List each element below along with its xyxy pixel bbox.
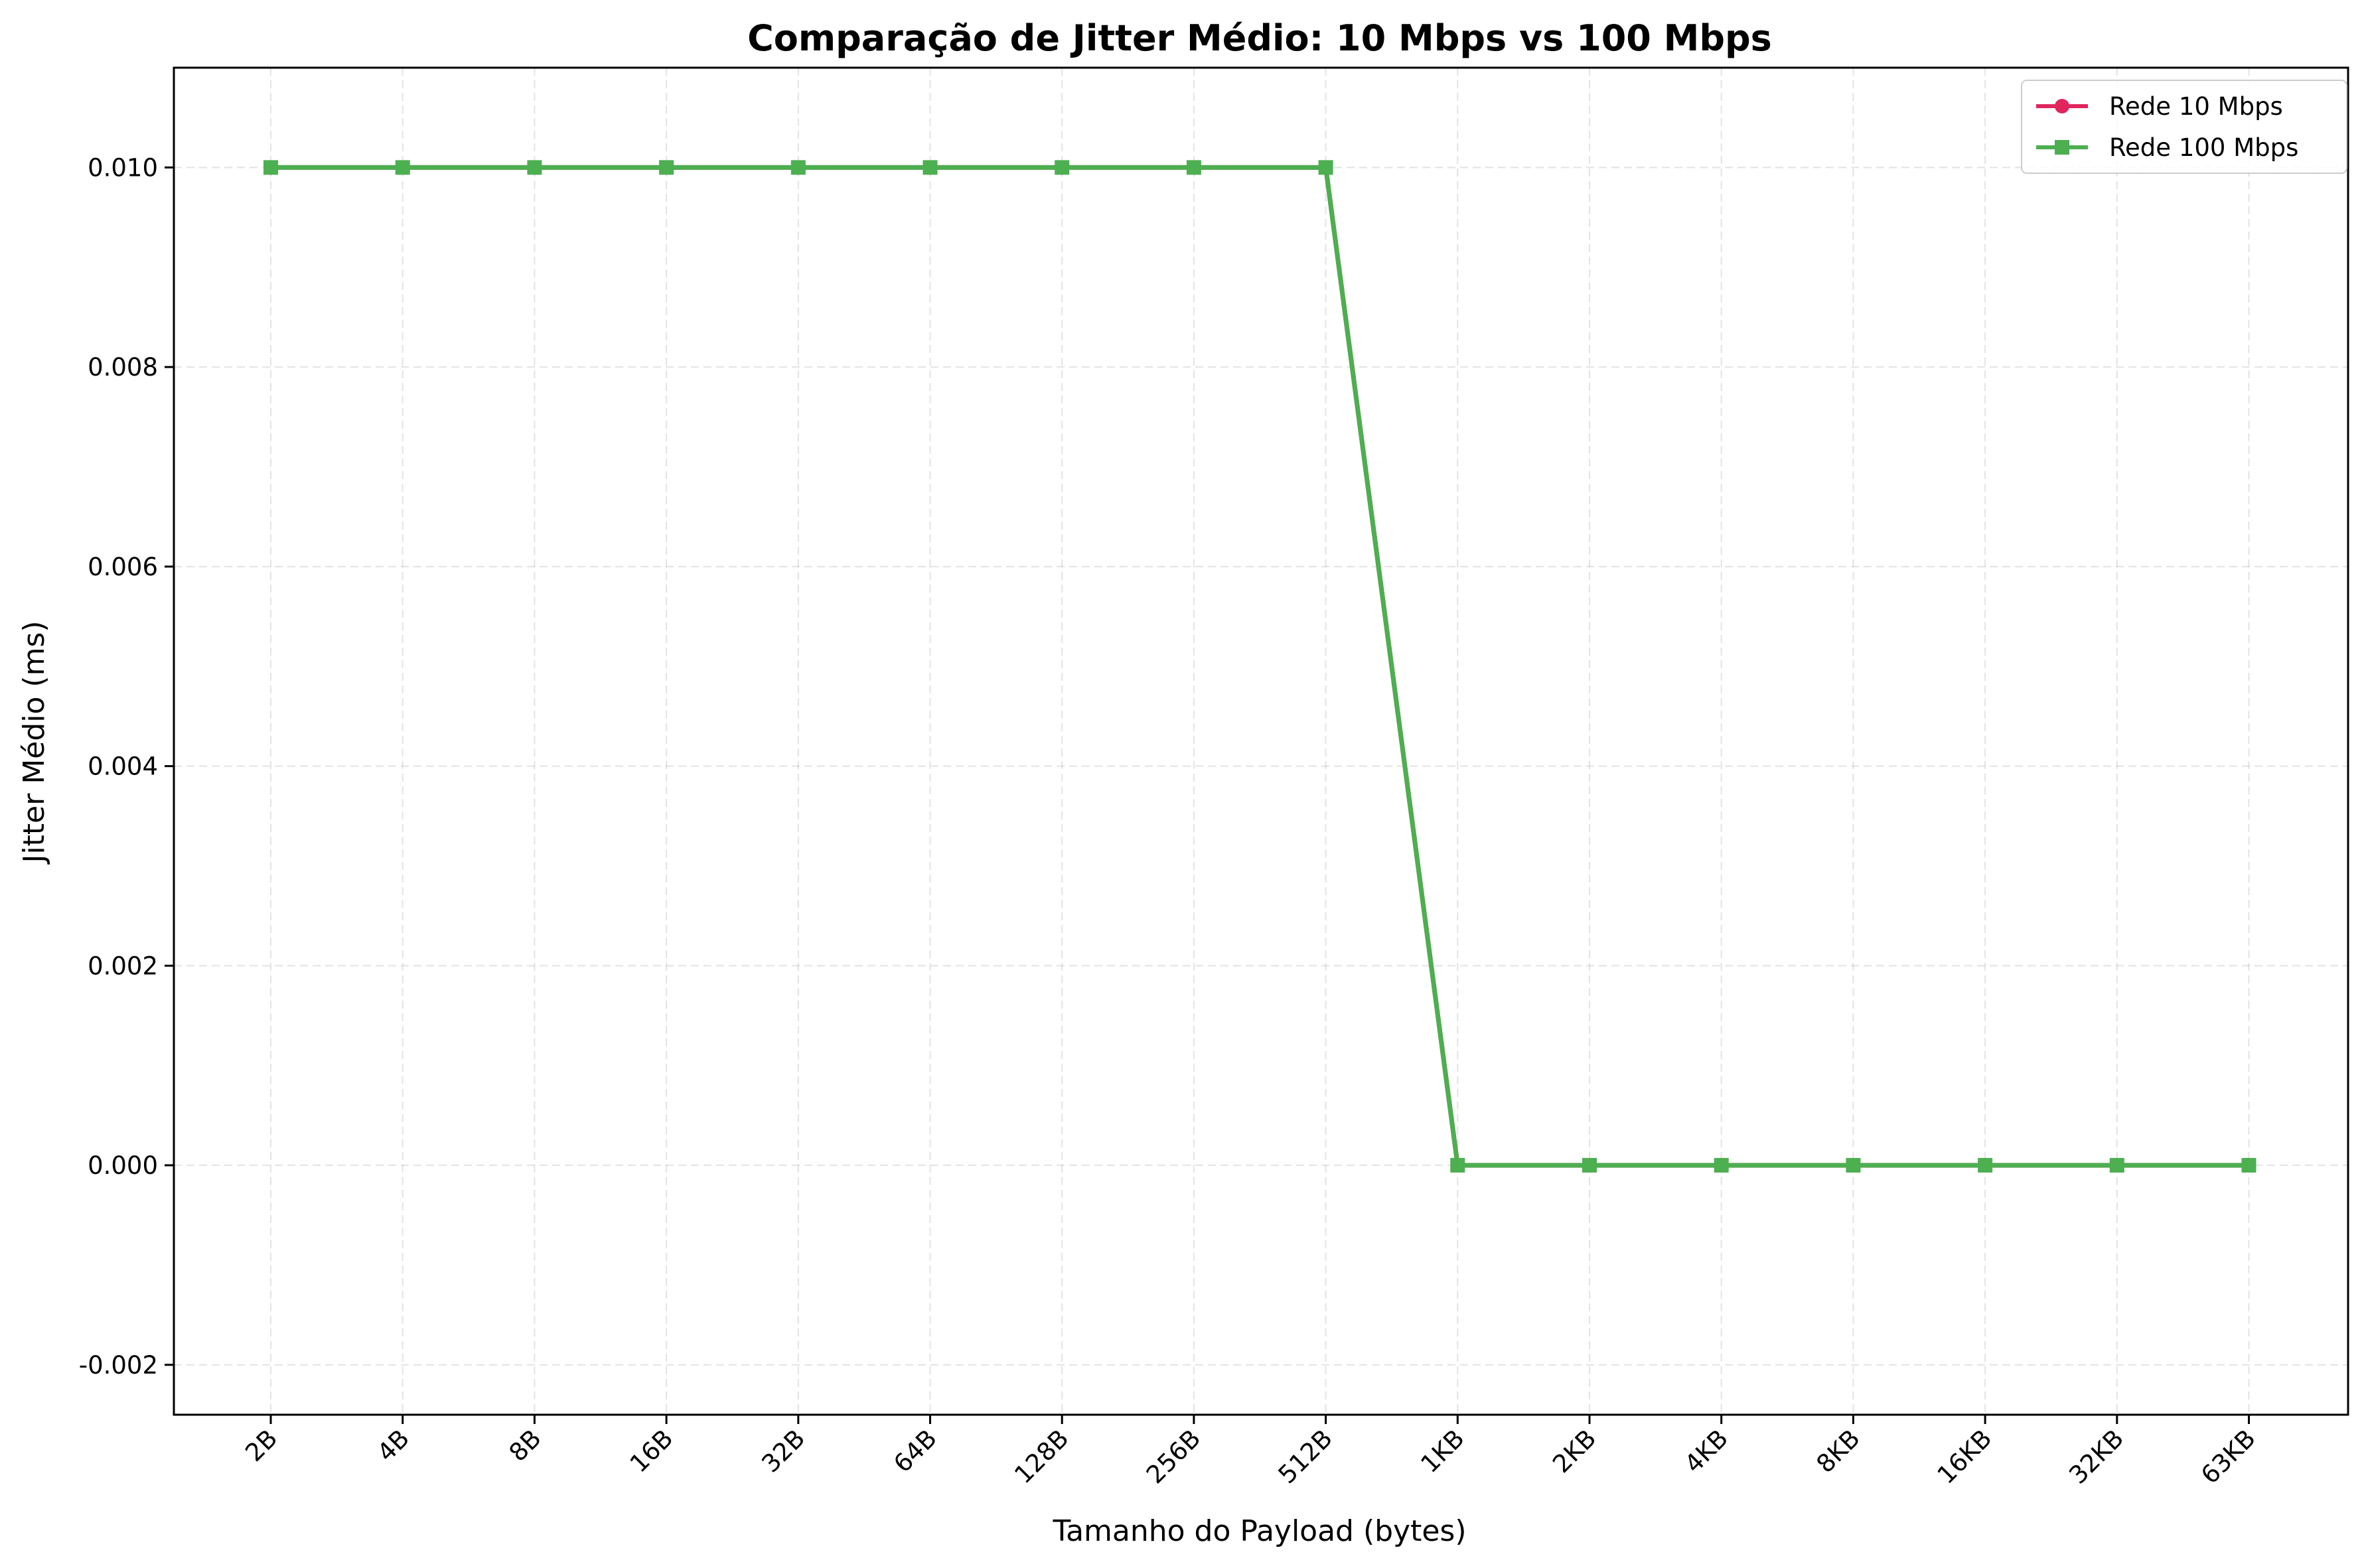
x-tick-label: 8KB (1811, 1424, 1866, 1478)
data-point (1450, 1158, 1465, 1173)
x-tick-label: 4KB (1679, 1424, 1734, 1478)
x-tick-label: 32B (757, 1424, 811, 1478)
x-tick-label: 16B (625, 1424, 679, 1478)
data-point (790, 160, 806, 175)
y-tick-label: 0.008 (88, 353, 158, 382)
y-tick-label: 0.002 (88, 952, 158, 980)
y-tick-label: 0.006 (88, 553, 158, 581)
data-point (1318, 160, 1333, 175)
data-point (923, 160, 938, 175)
series-layer (263, 160, 2256, 1173)
series-line (271, 165, 2249, 1168)
legend-box (2021, 80, 2347, 174)
data-point (659, 160, 674, 175)
data-point (527, 160, 542, 175)
x-tick-label: 4B (372, 1424, 415, 1467)
data-point (1582, 1158, 1597, 1173)
y-tick-label: 0.010 (88, 153, 158, 182)
series-rede-10-mbps (263, 160, 2256, 1173)
y-tick-label: 0.004 (88, 752, 158, 781)
x-tick-label: 64B (888, 1424, 942, 1478)
data-point (1714, 1158, 1729, 1173)
data-point (1978, 1158, 1993, 1173)
data-point (263, 160, 278, 175)
series-line (271, 165, 2249, 1168)
x-tick-label: 32KB (2063, 1424, 2129, 1490)
x-tick-label: 1KB (1416, 1424, 1470, 1478)
x-tick-label: 63KB (2195, 1424, 2261, 1490)
series-rede-100-mbps (263, 160, 2256, 1173)
data-point (395, 160, 410, 175)
plot-frame (173, 66, 2349, 1416)
data-point (2109, 1158, 2124, 1173)
legend-marker-rede-100 (2055, 140, 2069, 155)
chart-title: Comparação de Jitter Médio: 10 Mbps vs 1… (747, 17, 1772, 59)
legend-label-rede-100: Rede 100 Mbps (2109, 133, 2298, 162)
x-tick-label: 128B (1009, 1424, 1074, 1489)
x-tick-label: 8B (504, 1424, 547, 1467)
axes-layer: 2B 4B 8B 16B 32B 64B 128B 256B 512B 1KB 2KB 4KB 8KB 1… (79, 66, 2349, 1490)
x-tick-label: 16KB (1932, 1424, 1998, 1490)
legend-marker-rede-10 (2055, 99, 2069, 113)
legend: Rede 10 Mbps Rede 100 Mbps (2021, 80, 2347, 174)
x-tick-label: 256B (1141, 1424, 1206, 1489)
y-tick-label: -0.002 (79, 1351, 158, 1380)
x-tick-label: 2KB (1547, 1424, 1601, 1478)
y-tick-label: 0.000 (88, 1151, 158, 1180)
x-axis-label: Tamanho do Payload (bytes) (1052, 1514, 1466, 1548)
x-tick-label: 512B (1273, 1424, 1338, 1489)
data-point (2241, 1158, 2256, 1173)
grid-layer (174, 68, 2348, 1415)
legend-label-rede-10: Rede 10 Mbps (2109, 92, 2283, 121)
y-axis-label: Jitter Médio (ms) (17, 620, 51, 865)
x-tick-label: 2B (240, 1424, 283, 1467)
data-point (1055, 160, 1070, 175)
data-point (1846, 1158, 1861, 1173)
data-point (1186, 160, 1201, 175)
